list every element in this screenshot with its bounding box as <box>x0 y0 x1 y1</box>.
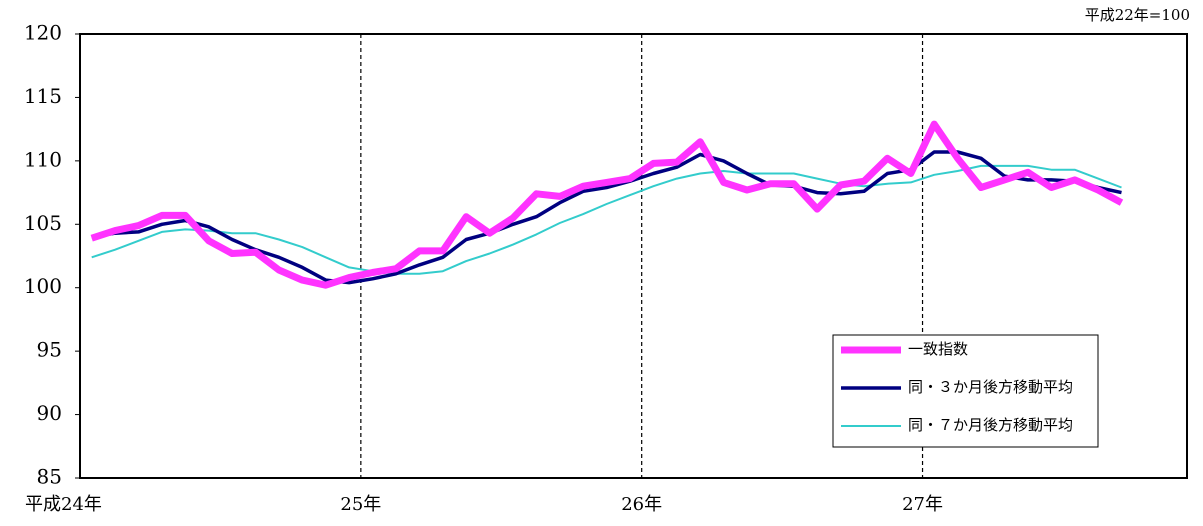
legend-label: 一致指数 <box>908 340 968 358</box>
y-tick-label: 95 <box>37 338 62 362</box>
y-tick-label: 120 <box>24 21 62 45</box>
series-line <box>91 164 1122 275</box>
legend-label: 同・３か月後方移動平均 <box>908 378 1073 396</box>
y-tick-label: 100 <box>24 274 62 298</box>
y-tick-label: 105 <box>24 211 62 235</box>
y-tick-label: 85 <box>37 465 62 489</box>
x-tick-label: 27年 <box>902 494 943 515</box>
x-tick-label: 26年 <box>621 494 662 515</box>
y-tick-label: 110 <box>24 147 62 171</box>
unit-note: 平成22年=100 <box>1085 6 1190 24</box>
x-tick-label: 25年 <box>340 494 381 515</box>
y-tick-label: 90 <box>37 401 62 425</box>
legend-box <box>832 334 1099 448</box>
series-line <box>90 120 1124 289</box>
x-tick-label: 平成24年 <box>25 494 102 515</box>
plot-frame <box>79 33 1188 479</box>
legend-label: 同・７か月後方移動平均 <box>908 416 1073 434</box>
y-tick-label: 115 <box>24 84 62 108</box>
